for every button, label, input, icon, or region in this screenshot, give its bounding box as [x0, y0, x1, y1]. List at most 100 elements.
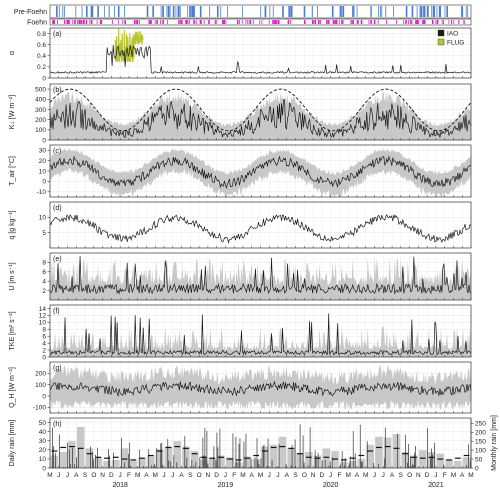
- y-tick-label: 4: [42, 340, 46, 347]
- y-tick-label: 0.4: [37, 53, 46, 60]
- month-tick-label: F: [337, 472, 341, 479]
- bar-monthly-rain: [155, 449, 164, 468]
- y-tick-label: 0: [42, 179, 46, 186]
- month-tick-label: M: [135, 472, 140, 479]
- bar-monthly-rain: [436, 453, 445, 468]
- bar-monthly-rain: [340, 461, 348, 468]
- month-tick-label: O: [407, 472, 412, 479]
- month-tick-label: J: [171, 472, 174, 479]
- month-tick-label: J: [276, 472, 279, 479]
- month-tick-label: F: [232, 472, 236, 479]
- month-tick-label: J: [268, 472, 271, 479]
- bar-monthly-rain: [103, 460, 111, 468]
- bar-monthly-rain: [59, 451, 67, 468]
- bar-monthly-rain: [462, 457, 471, 468]
- bar-monthly-rain: [208, 458, 217, 468]
- bar-monthly-rain: [454, 460, 462, 468]
- bar-monthly-rain: [120, 448, 129, 468]
- month-tick-label: J: [373, 472, 376, 479]
- y-tick-label: -100: [33, 405, 46, 412]
- y-axis-label: q [g kg⁻¹]: [9, 210, 16, 239]
- bar-monthly-rain: [129, 460, 138, 468]
- panel-g: -100 0 100 200 (g) Q_H [W m⁻²]: [9, 361, 472, 414]
- month-tick-label: S: [83, 472, 88, 479]
- month-tick-label: F: [127, 472, 131, 479]
- year-label: 2020: [323, 482, 339, 489]
- month-tick-label: J: [119, 472, 122, 479]
- y-tick-label: 0: [42, 393, 46, 400]
- y-axis-label: T_air [°C]: [8, 156, 16, 186]
- month-tick-label: M: [258, 472, 263, 479]
- y-tick-label: 10: [39, 320, 47, 327]
- month-tick-label: A: [144, 472, 149, 479]
- bar-monthly-rain: [375, 436, 383, 468]
- month-tick-label: M: [47, 472, 52, 479]
- bar-monthly-rain: [366, 444, 374, 468]
- bar-monthly-rain: [313, 455, 322, 468]
- bar-monthly-rain: [173, 441, 181, 468]
- month-tick-label: A: [250, 472, 255, 479]
- y-tick-label: 0: [42, 137, 46, 144]
- y-axis-label: U [m s⁻¹]: [9, 262, 16, 290]
- series-band: [50, 148, 471, 199]
- bar-monthly-rain: [322, 448, 331, 468]
- month-tick-label: J: [224, 472, 227, 479]
- y-tick-label: 5: [42, 230, 46, 237]
- y-tick-label: 30: [39, 438, 47, 445]
- month-tick-label: J: [382, 472, 385, 479]
- bar-monthly-rain: [190, 451, 199, 468]
- bar-monthly-rain: [261, 446, 269, 468]
- panel-e: 2 4 6 8 (e) U [m s⁻¹]: [9, 252, 472, 301]
- month-tick-label: O: [197, 472, 202, 479]
- legend-swatch-iao: [437, 29, 445, 37]
- month-tick-label: M: [468, 472, 473, 479]
- month-tick-label: M: [345, 472, 350, 479]
- month-tick-label: N: [311, 472, 316, 479]
- y2-axis-label: Monthly rain [mm]: [491, 415, 498, 471]
- bar-monthly-rain: [226, 457, 234, 468]
- month-tick-label: D: [425, 472, 430, 479]
- panel-a: IAO FLUG 0 0.2 0.4 0.6 0.8 (a) α: [9, 27, 472, 82]
- legend-swatch-flug: [437, 38, 445, 46]
- bar-monthly-rain: [287, 448, 295, 468]
- bar-monthly-rain: [269, 444, 278, 468]
- y-tick-label: 12: [39, 313, 47, 320]
- y-tick-label: 8: [42, 260, 46, 267]
- month-tick-label: A: [179, 472, 184, 479]
- y-tick-label: 14: [39, 306, 47, 313]
- bar-monthly-rain: [410, 455, 418, 468]
- y-axis-label: Daily rain [mm]: [9, 420, 16, 467]
- bar-monthly-rain: [252, 459, 260, 468]
- bar-monthly-rain: [392, 434, 401, 468]
- bar-monthly-rain: [304, 451, 313, 468]
- bar-monthly-rain: [85, 448, 94, 468]
- y-tick-label: 2: [42, 347, 46, 354]
- month-tick-label: A: [390, 472, 395, 479]
- month-tick-label: D: [109, 472, 114, 479]
- panel-label: (g): [53, 365, 62, 372]
- month-tick-label: S: [293, 472, 298, 479]
- bar-monthly-rain: [348, 460, 357, 468]
- bar-monthly-rain: [199, 459, 208, 468]
- bar-monthly-rain: [111, 459, 120, 468]
- series-iao: [49, 380, 472, 398]
- bar-monthly-rain: [445, 459, 453, 468]
- y-tick-label: 0.2: [37, 64, 46, 71]
- y-tick-label: 100: [35, 127, 46, 134]
- y-tick-label: 4: [42, 279, 46, 286]
- bar-monthly-rain: [217, 455, 225, 468]
- year-label: 2019: [218, 482, 234, 489]
- series-iao: [49, 256, 472, 295]
- y-tick-label: 0: [42, 354, 46, 361]
- series-iao: [49, 313, 472, 356]
- month-tick-label: J: [329, 472, 332, 479]
- month-tick-label: D: [214, 472, 219, 479]
- panel-label: (a): [53, 31, 62, 38]
- month-tick-label: N: [416, 472, 421, 479]
- y-tick-label: 2: [42, 288, 46, 295]
- month-tick-label: M: [153, 472, 158, 479]
- y-tick-label: 20: [39, 158, 47, 165]
- y2-tick-label: 50: [475, 456, 483, 463]
